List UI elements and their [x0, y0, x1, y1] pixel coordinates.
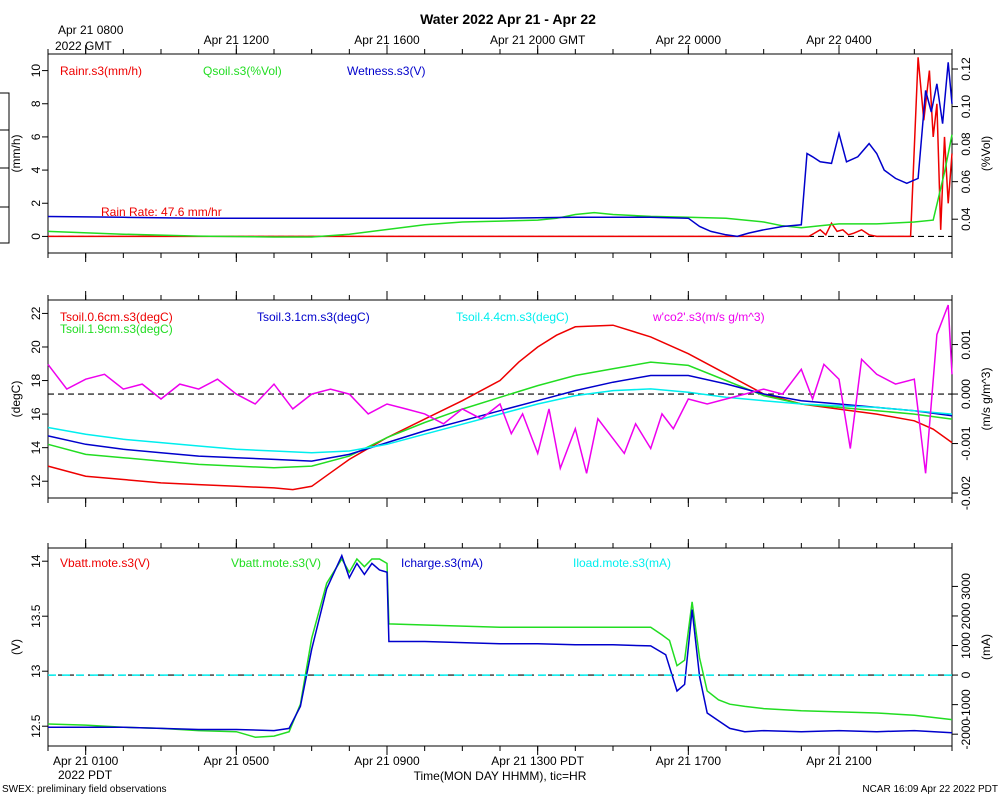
- y-left-tick-label: 20: [29, 340, 43, 354]
- y-right-tick-label: 2000: [959, 602, 973, 629]
- y-right-tick-label: 0.001: [959, 329, 973, 359]
- y-left-tick-label: 22: [29, 306, 43, 320]
- series-line-green: [47, 134, 953, 238]
- legend-entry-green: Tsoil.1.9cm.s3(degC): [60, 322, 173, 336]
- y-left-axis-label: (mm/h): [9, 135, 23, 173]
- y-right-tick-label: 0: [959, 671, 973, 678]
- series-line-cyan: [47, 388, 953, 454]
- legend-entry-red: Rainr.s3(mm/h): [60, 64, 142, 78]
- legend-entry-red: Vbatt.mote.s3(V): [60, 556, 150, 570]
- y-right-tick-label: 0.08: [959, 132, 973, 156]
- chart-annotation: Rain Rate: 47.6 mm/hr: [101, 205, 222, 219]
- legend-entry-green: Qsoil.s3(%Vol): [203, 64, 282, 78]
- y-left-axis-label: (V): [9, 639, 23, 655]
- top-axis-tick-label: Apr 21 2000 GMT: [490, 33, 586, 47]
- y-left-tick-label: 8: [29, 100, 43, 107]
- y-left-tick-label: 12.5: [29, 714, 43, 738]
- y-left-tick-label: 2: [29, 200, 43, 207]
- bottom-axis-tick-label: Apr 21 1700: [656, 754, 722, 768]
- y-left-tick-label: 12: [29, 474, 43, 488]
- series-line-blue: [47, 62, 953, 238]
- y-right-tick-label: -0.001: [959, 426, 973, 460]
- panel-soil-temperature: 12 14 16 18 20 22 -0.002 -0.001 0.000 0.001 (degC)…: [9, 291, 993, 510]
- y-right-tick-label: 3000: [959, 573, 973, 600]
- legend-entry-red: Tsoil.0.6cm.s3(degC): [60, 310, 173, 324]
- legend-entry-cyan: Iload.mote.s3(mA): [573, 556, 671, 570]
- bottom-axis-tick-label: Apr 21 0900: [354, 754, 420, 768]
- y-right-axis-label: (%Vol): [979, 136, 993, 171]
- legend-entry-blue: Wetness.s3(V): [347, 64, 425, 78]
- y-left-tick-label: 6: [29, 133, 43, 140]
- y-right-tick-label: 0.000: [959, 379, 973, 409]
- y-left-tick-label: 16: [29, 407, 43, 421]
- legend-entry-blue: Icharge.s3(mA): [401, 556, 483, 570]
- legend-entry-green: Vbatt.mote.s3(V): [231, 556, 321, 570]
- series-line-green: [47, 361, 953, 469]
- y-left-tick-label: 13.5: [29, 604, 43, 628]
- footer-right: NCAR 16:09 Apr 22 2022 PDT: [862, 784, 998, 795]
- y-right-tick-label: 0.06: [959, 170, 973, 194]
- y-right-tick-label: -0.002: [959, 476, 973, 510]
- panel-frame: [47, 53, 953, 254]
- y-left-tick-label: 4: [29, 166, 43, 173]
- top-axis-year-label-1: Apr 21 0800: [58, 23, 124, 37]
- top-axis-tick-label: Apr 21 1200: [204, 33, 270, 47]
- y-left-tick-label: 10: [29, 64, 43, 78]
- panel-water: 0 2 4 6 8 10 0.04 0.06 0.08 0.10 0.12 (mm/h) (%Vol) R…: [9, 45, 993, 262]
- series-line-red: [47, 324, 953, 491]
- series-line-blue: [47, 374, 953, 462]
- y-left-axis-label: (degC): [9, 381, 23, 418]
- top-axis-tick-label: Apr 22 0000: [656, 33, 722, 47]
- legend-entry-cyan: Tsoil.4.4cm.s3(degC): [456, 310, 569, 324]
- y-left-tick-label: 13: [29, 664, 43, 678]
- y-right-tick-label: 1000: [959, 632, 973, 659]
- y-left-tick-label: 14: [29, 441, 43, 455]
- y-right-tick-label: 0.04: [959, 207, 973, 231]
- panel-frame: [47, 547, 953, 747]
- bottom-axis-tick-label: Apr 21 0100: [53, 754, 119, 768]
- legend-entry-blue: Tsoil.3.1cm.s3(degC): [257, 310, 370, 324]
- y-right-tick-label: 0.12: [959, 57, 973, 81]
- y-right-tick-label: -1000: [959, 689, 973, 720]
- series-line-magenta: [47, 304, 953, 474]
- bottom-axis-year-label: 2022 PDT: [58, 768, 113, 782]
- top-axis-year-label-2: 2022 GMT: [55, 39, 112, 53]
- x-axis-label: Time(MON DAY HHMM), tic=HR: [414, 769, 587, 783]
- chart-title: Water 2022 Apr 21 - Apr 22: [420, 11, 596, 27]
- y-right-axis-label: (mA): [979, 634, 993, 660]
- panel-power: 12.5 13 13.5 14 -2000-1000 0 1000 2000 3000 (V) (m…: [9, 539, 993, 755]
- y-right-axis-label: (m/s g/m^3): [979, 368, 993, 431]
- y-left-tick-label: 14: [29, 554, 43, 568]
- bottom-axis-tick-label: Apr 21 2100: [806, 754, 872, 768]
- bottom-axis-tick-label: Apr 21 1300 PDT: [491, 754, 584, 768]
- series-line-green: [47, 557, 953, 738]
- series-line-red: [48, 57, 953, 238]
- top-axis-tick-label: Apr 21 1600: [354, 33, 420, 47]
- legend-entry-magenta: w'co2'.s3(m/s g/m^3): [652, 310, 765, 324]
- y-right-tick-label: -2000: [959, 719, 973, 750]
- y-right-tick-label: 0.10: [959, 95, 973, 119]
- top-axis-tick-label: Apr 22 0400: [806, 33, 872, 47]
- y-left-tick-label: 0: [29, 233, 43, 240]
- y-left-tick-label: 18: [29, 374, 43, 388]
- series-line-blue: [48, 553, 953, 734]
- bottom-axis-tick-label: Apr 21 0500: [204, 754, 270, 768]
- panel-frame: [47, 299, 953, 499]
- footer-left: SWEX: preliminary field observations: [2, 784, 167, 795]
